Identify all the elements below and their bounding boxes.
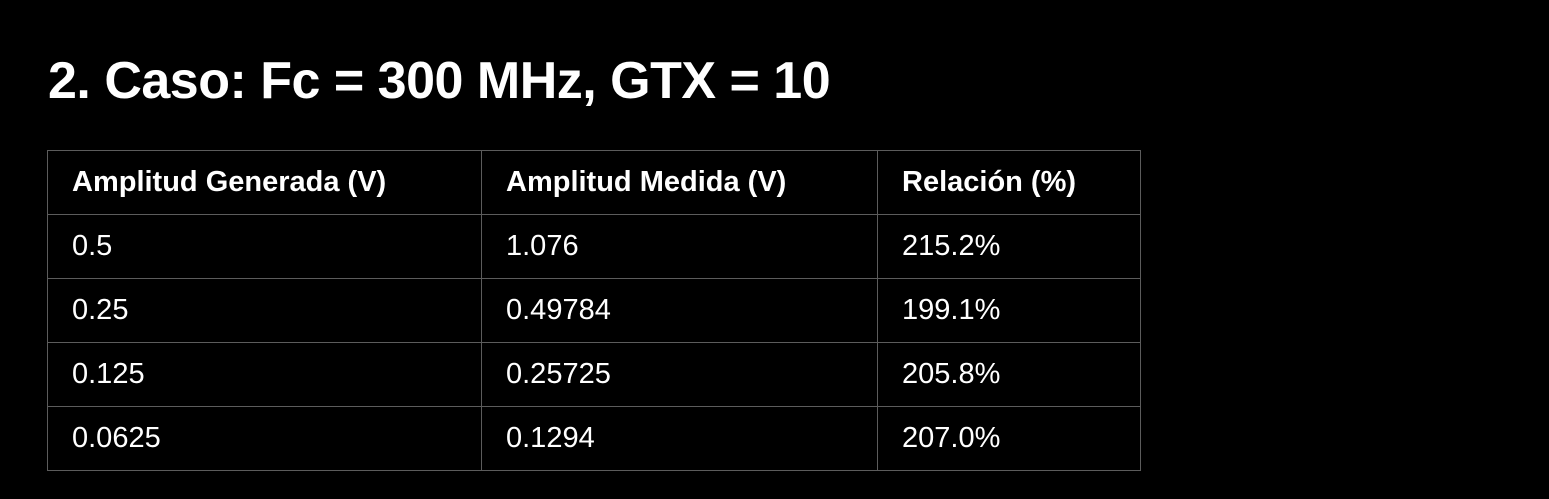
table-row: 0.125 0.25725 205.8% xyxy=(47,342,1141,407)
table-row: 0.5 1.076 215.2% xyxy=(47,214,1141,279)
cell-relacion: 207.0% xyxy=(877,406,1141,471)
cell-amplitud-generada: 0.125 xyxy=(47,342,482,407)
cell-amplitud-medida: 1.076 xyxy=(481,214,878,279)
page-title: 2. Caso: Fc = 300 MHz, GTX = 10 xyxy=(48,52,831,110)
cell-relacion: 215.2% xyxy=(877,214,1141,279)
cell-relacion: 205.8% xyxy=(877,342,1141,407)
cell-amplitud-generada: 0.0625 xyxy=(47,406,482,471)
cell-amplitud-medida: 0.1294 xyxy=(481,406,878,471)
cell-amplitud-medida: 0.25725 xyxy=(481,342,878,407)
cell-amplitud-generada: 0.5 xyxy=(47,214,482,279)
column-header-amplitud-generada: Amplitud Generada (V) xyxy=(47,150,482,215)
cell-amplitud-generada: 0.25 xyxy=(47,278,482,343)
cell-amplitud-medida: 0.49784 xyxy=(481,278,878,343)
results-table: Amplitud Generada (V) Amplitud Medida (V… xyxy=(47,150,1141,471)
table-row: 0.25 0.49784 199.1% xyxy=(47,278,1141,343)
table-header-row: Amplitud Generada (V) Amplitud Medida (V… xyxy=(47,150,1141,215)
column-header-relacion: Relación (%) xyxy=(877,150,1141,215)
column-header-amplitud-medida: Amplitud Medida (V) xyxy=(481,150,878,215)
cell-relacion: 199.1% xyxy=(877,278,1141,343)
table-row: 0.0625 0.1294 207.0% xyxy=(47,406,1141,471)
